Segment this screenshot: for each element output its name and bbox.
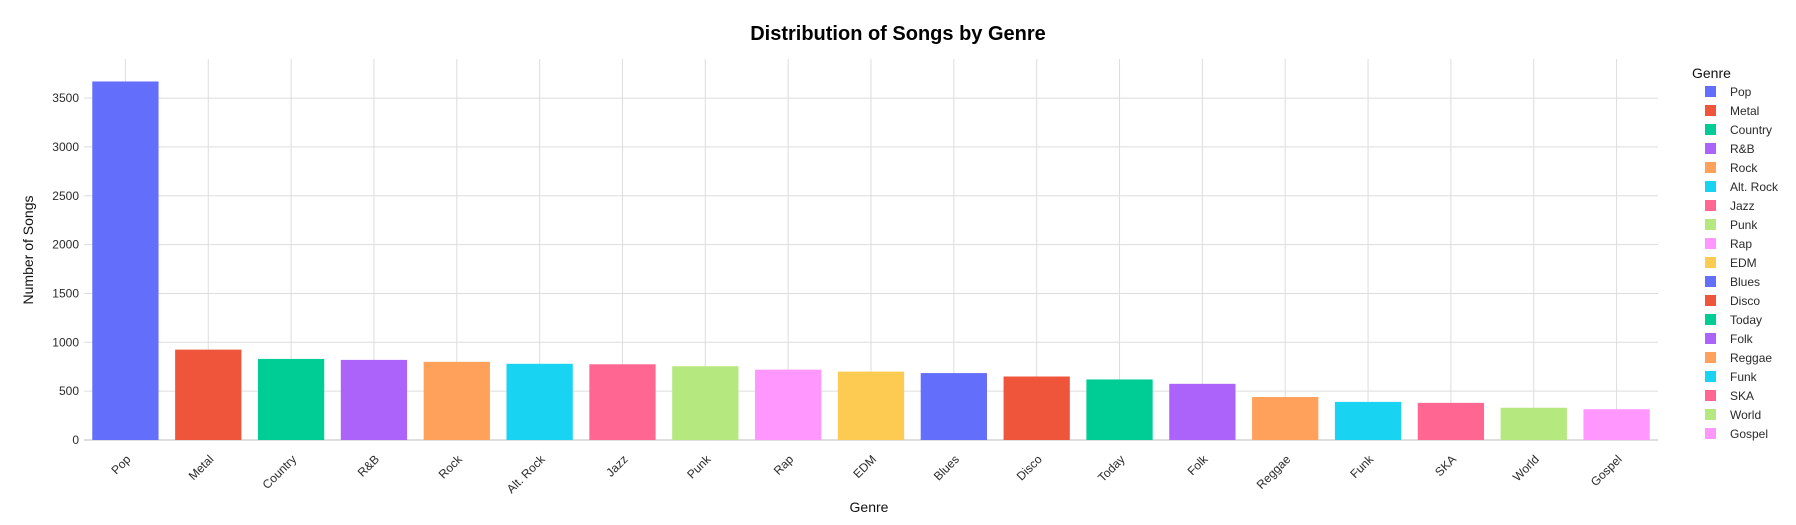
legend-label: EDM [1730,256,1757,270]
legend-label: Punk [1730,218,1758,232]
x-tick-label: Reggae [1254,452,1294,492]
legend-swatch [1705,352,1716,363]
x-tick-label: Rock [436,452,466,482]
y-tick-label: 2500 [52,189,79,203]
x-tick-label: SKA [1432,452,1459,479]
bar-reggae[interactable] [1252,397,1319,440]
x-tick-label: Pop [109,452,134,477]
bar-gospel[interactable] [1583,409,1650,440]
legend-swatch [1705,314,1716,325]
bar-rock[interactable] [423,361,490,440]
x-tick-label: Country [260,452,300,492]
x-tick-label: Jazz [603,452,630,479]
x-tick-layer: Pop Metal Country R&B Rock Alt. Rock Jazz Punk R… [109,452,1625,497]
x-tick-label: Punk [684,452,714,482]
x-tick-label: EDM [850,452,879,481]
legend-swatch [1705,390,1716,401]
legend-swatch [1705,333,1716,344]
y-tick-layer: 0 500 1000 1500 2000 2500 3000 3500 [52,91,79,447]
legend-label: Gospel [1730,427,1768,441]
legend-label: Disco [1730,294,1760,308]
bar-metal[interactable] [175,349,242,440]
y-axis-title: Number of Songs [20,196,36,305]
x-axis-title: Genre [850,499,889,515]
chart-title: Distribution of Songs by Genre [750,23,1046,45]
legend-swatch [1705,143,1716,154]
bar-folk[interactable] [1169,383,1236,440]
bar-today[interactable] [1086,379,1153,440]
y-tick-label: 1500 [52,286,79,300]
legend-label: Alt. Rock [1730,180,1779,194]
bar-alt-rock[interactable] [506,363,573,440]
bar-ska[interactable] [1417,402,1485,440]
bar-layer [92,81,1650,441]
y-tick-label: 3000 [52,140,79,154]
legend-label: SKA [1730,389,1754,403]
bar-rap[interactable] [755,369,822,440]
x-tick-label: World [1510,452,1542,484]
legend-swatch [1705,105,1716,116]
legend-label: World [1730,408,1761,422]
legend-swatch [1705,257,1716,268]
legend-swatch [1705,219,1716,230]
legend: Genre Pop Metal Country R&B Rock Alt. Rock Jaz… [1692,65,1779,441]
y-tick-label: 1000 [52,335,79,349]
bar-punk[interactable] [672,366,739,440]
bar-country[interactable] [257,358,325,440]
legend-label: R&B [1730,142,1755,156]
legend-swatch [1705,124,1716,135]
y-tick-label: 2000 [52,238,79,252]
legend-label: Funk [1730,370,1758,384]
x-tick-label: Today [1095,452,1128,485]
legend-swatch [1705,276,1716,287]
x-tick-label: Metal [186,452,217,483]
bar-r-b[interactable] [340,359,408,440]
legend-swatch [1705,200,1716,211]
x-tick-label: Disco [1014,452,1045,483]
legend-swatch [1705,428,1716,439]
legend-label: Rap [1730,237,1752,251]
legend-label: Metal [1730,104,1759,118]
y-tick-label: 500 [59,384,79,398]
x-tick-label: Funk [1347,452,1376,481]
legend-swatch [1705,295,1716,306]
legend-label: Blues [1730,275,1760,289]
x-tick-label: Folk [1185,452,1212,479]
legend-swatch [1705,181,1716,192]
x-tick-label: R&B [355,452,382,479]
grid-layer [84,59,1658,441]
legend-swatch [1705,86,1716,97]
y-tick-label: 0 [72,433,79,447]
legend-label: Reggae [1730,351,1772,365]
x-tick-label: Gospel [1588,452,1625,489]
y-tick-label: 3500 [52,91,79,105]
legend-swatch [1705,371,1716,382]
legend-label: Rock [1730,161,1758,175]
legend-label: Folk [1730,332,1754,346]
bar-funk[interactable] [1334,401,1402,440]
x-tick-label: Blues [931,452,962,483]
bar-edm[interactable] [837,371,905,440]
legend-swatch [1705,162,1716,173]
bar-world[interactable] [1500,407,1567,440]
x-tick-label: Alt. Rock [504,452,549,497]
bar-blues[interactable] [920,373,987,440]
legend-title: Genre [1692,65,1731,81]
x-tick-label: Rap [771,452,797,478]
bar-disco[interactable] [1003,376,1070,441]
legend-swatch [1705,409,1716,420]
legend-swatch [1705,238,1716,249]
legend-label: Today [1730,313,1762,327]
legend-items: Pop Metal Country R&B Rock Alt. Rock Jazz Punk R… [1705,85,1779,441]
bar-jazz[interactable] [589,364,656,440]
bar-pop[interactable] [92,81,159,440]
legend-label: Jazz [1730,199,1755,213]
legend-label: Pop [1730,85,1752,99]
legend-label: Country [1730,123,1772,137]
